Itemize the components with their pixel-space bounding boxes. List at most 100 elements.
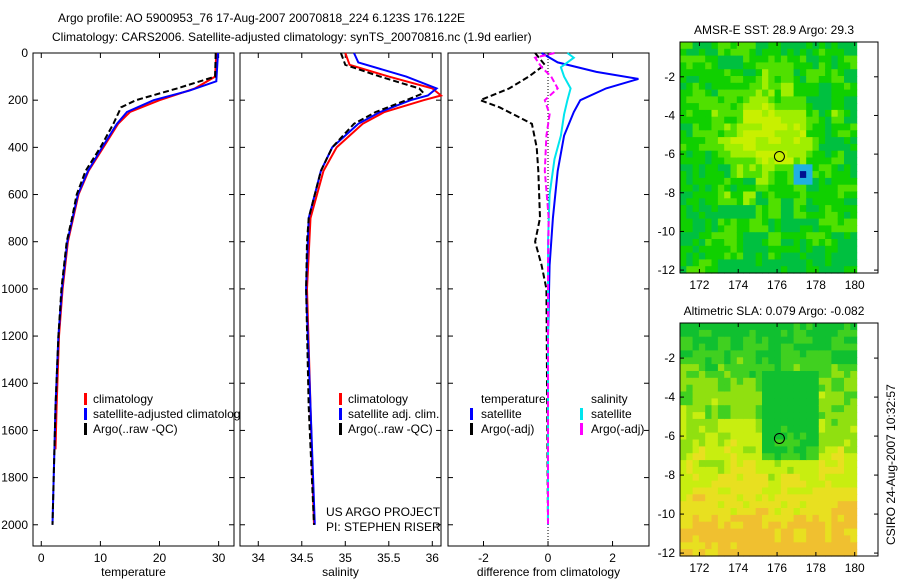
map-cell — [787, 191, 795, 199]
map-cell — [743, 487, 750, 495]
x-tick-label: 36 — [426, 551, 440, 565]
map-cell — [768, 343, 776, 352]
map-cell — [717, 252, 725, 260]
map-cell — [698, 184, 706, 193]
map-cell — [793, 432, 801, 441]
map-cell — [787, 171, 795, 179]
map-cell — [680, 211, 687, 220]
map-cell — [787, 439, 795, 447]
map-cell — [774, 116, 782, 125]
map-cell — [680, 494, 687, 502]
map-cell — [724, 239, 732, 247]
map-cell — [743, 245, 750, 254]
map-cell — [698, 480, 706, 489]
map-cell — [850, 432, 858, 441]
map-cell — [698, 336, 706, 345]
map-cell — [736, 391, 744, 399]
map-cell — [780, 323, 788, 331]
map-cell — [818, 225, 826, 233]
map-cell — [818, 329, 826, 338]
map-cell — [736, 535, 744, 543]
map-cell — [692, 418, 700, 427]
y-tick-label: -8 — [664, 186, 675, 200]
map-cell — [680, 336, 687, 345]
map-cell — [844, 439, 851, 447]
map-cell — [755, 364, 763, 372]
y-tick-label: -12 — [658, 546, 676, 560]
legend-heading: temperature — [481, 392, 546, 406]
map-cell — [793, 103, 801, 111]
map-cell — [780, 336, 788, 345]
map-cell — [686, 116, 694, 125]
map-cell — [762, 198, 769, 206]
map-cell — [680, 109, 687, 118]
map-cell — [774, 412, 782, 420]
map-cell — [768, 466, 776, 475]
map-cell — [787, 252, 795, 260]
map-cell — [787, 69, 795, 77]
map-cell — [762, 157, 769, 165]
map-cell — [736, 384, 744, 393]
map-cell — [762, 412, 769, 420]
map-cell — [774, 480, 782, 489]
map-cell — [844, 137, 851, 145]
map-cell — [724, 259, 732, 267]
map-cell — [799, 343, 807, 352]
map-cell — [818, 391, 826, 399]
map-cell — [755, 377, 763, 386]
map-cell — [793, 473, 801, 482]
map-cell — [780, 460, 788, 468]
map-cell — [831, 364, 839, 372]
map-cell — [806, 252, 814, 260]
map-cell — [818, 535, 826, 543]
map-cell — [730, 494, 738, 502]
map-cell — [755, 130, 763, 138]
map-cell — [762, 164, 769, 172]
map-cell — [762, 232, 769, 240]
map-cell — [806, 336, 814, 345]
map-cell — [736, 245, 744, 254]
map-cell — [831, 480, 839, 489]
map-cell — [717, 453, 725, 461]
map-cell — [749, 48, 757, 57]
map-cell — [768, 116, 776, 125]
map-cell — [724, 42, 732, 50]
map-cell — [749, 391, 757, 399]
map-cell — [780, 171, 788, 179]
map-cell — [717, 357, 725, 365]
map-cell — [787, 384, 795, 393]
map-cell — [837, 460, 845, 468]
map-cell — [844, 184, 851, 193]
map-cell — [698, 42, 706, 50]
map-cell — [780, 211, 788, 220]
map-cell — [717, 514, 725, 523]
map-cell — [768, 109, 776, 118]
map-cell — [780, 377, 788, 386]
map-cell — [755, 42, 763, 50]
map-cell — [850, 418, 858, 427]
map-cell — [762, 191, 769, 199]
map-cell — [743, 123, 750, 131]
map-cell — [705, 480, 713, 489]
map-cell — [698, 171, 706, 179]
map-cell — [730, 323, 738, 331]
map-cell — [717, 62, 725, 70]
map-cell — [705, 336, 713, 345]
map-cell — [724, 521, 732, 530]
map-cell — [850, 391, 858, 399]
map-cell — [799, 446, 807, 454]
map-cell — [774, 55, 782, 63]
map-cell — [749, 432, 757, 441]
map-cell — [825, 42, 832, 50]
map-cell — [780, 405, 788, 413]
map-cell — [806, 103, 814, 111]
map-cell — [698, 453, 706, 461]
map-cell — [844, 487, 851, 495]
map-cell — [698, 55, 706, 63]
map-cell — [844, 336, 851, 345]
map-cell — [844, 48, 851, 57]
map-cell — [818, 364, 826, 372]
y-tick-label: 600 — [8, 188, 28, 202]
map-cell — [812, 82, 820, 91]
map-cell — [755, 55, 763, 63]
